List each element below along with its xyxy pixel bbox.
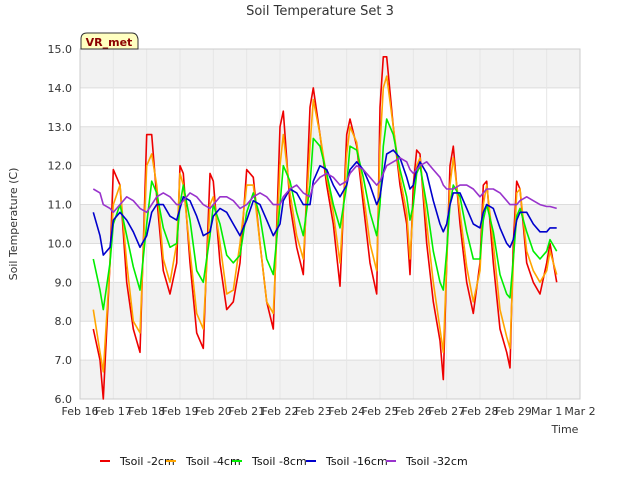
y-tick-labels: 6.0 7.0 8.0 9.0 10.0 11.0 12.0 13.0 14.0 15.0 <box>48 43 73 406</box>
legend-item: Tsoil -32cm <box>386 455 468 468</box>
y-tick-label: 14.0 <box>48 82 73 95</box>
y-tick-label: 12.0 <box>48 160 73 173</box>
x-tick-label: Feb 29 <box>495 405 532 418</box>
y-tick-label: 13.0 <box>48 121 73 134</box>
y-tick-label: 11.0 <box>48 199 73 212</box>
series-lines <box>92 55 558 400</box>
legend-item: Tsoil -2cm <box>100 455 175 468</box>
x-tick-label: Feb 18 <box>128 405 165 418</box>
x-tick-label: Mar 2 <box>564 405 595 418</box>
x-axis-title: Time <box>551 423 579 436</box>
legend-item: Tsoil -4cm <box>166 455 241 468</box>
x-tick-label: Feb 19 <box>162 405 199 418</box>
x-tick-label: Feb 22 <box>262 405 299 418</box>
station-badge: VR_met <box>80 32 139 50</box>
x-tick-label: Feb 20 <box>195 405 232 418</box>
x-tick-label: Feb 28 <box>462 405 499 418</box>
legend-label: Tsoil -32cm <box>405 455 468 468</box>
series-line <box>92 157 557 214</box>
x-tick-label: Feb 17 <box>95 405 132 418</box>
x-tick-label: Feb 25 <box>362 405 399 418</box>
y-axis-title: Soil Temperature (C) <box>7 168 20 281</box>
station-badge-label: VR_met <box>86 36 133 49</box>
y-tick-label: 7.0 <box>55 354 73 367</box>
legend-item: Tsoil -8cm <box>232 455 307 468</box>
background-band <box>80 360 580 399</box>
legend-item: Tsoil -16cm <box>306 455 388 468</box>
legend-label: Tsoil -16cm <box>325 455 388 468</box>
plot-frame <box>79 48 581 400</box>
x-tick-label: Feb 27 <box>428 405 465 418</box>
chart-title: Soil Temperature Set 3 <box>246 4 394 19</box>
legend: Tsoil -2cm Tsoil -4cm Tsoil -8cm Tsoil -16c… <box>100 455 468 468</box>
series-line <box>92 118 558 311</box>
y-tick-label: 15.0 <box>48 43 73 56</box>
series-line <box>92 149 557 256</box>
x-tick-label: Mar 1 <box>531 405 562 418</box>
y-tick-label: 6.0 <box>55 393 73 406</box>
y-tick-label: 8.0 <box>55 315 73 328</box>
x-tick-label: Feb 23 <box>295 405 332 418</box>
background-band <box>80 126 580 166</box>
legend-label: Tsoil -2cm <box>119 455 175 468</box>
x-tick-label: Feb 26 <box>395 405 432 418</box>
x-tick-label: Feb 16 <box>62 405 99 418</box>
x-tick-label: Feb 24 <box>328 405 365 418</box>
y-tick-label: 10.0 <box>48 237 73 250</box>
legend-label: Tsoil -4cm <box>185 455 241 468</box>
y-tick-label: 9.0 <box>55 276 73 289</box>
legend-label: Tsoil -8cm <box>251 455 307 468</box>
x-tick-label: Feb 21 <box>228 405 265 418</box>
background-band <box>80 49 580 88</box>
